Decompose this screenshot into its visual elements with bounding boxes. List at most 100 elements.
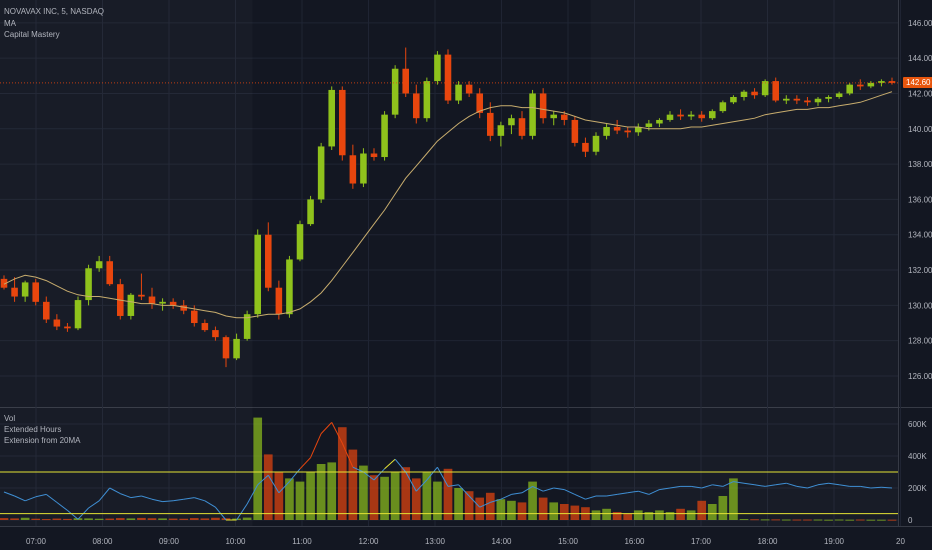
volume-bar[interactable] bbox=[179, 518, 189, 520]
volume-bar[interactable] bbox=[137, 517, 146, 520]
candle-body[interactable] bbox=[550, 114, 557, 119]
volume-bar[interactable] bbox=[52, 518, 62, 520]
candle-body[interactable] bbox=[529, 93, 536, 136]
volume-bar[interactable] bbox=[739, 519, 749, 521]
volume-bar[interactable] bbox=[877, 519, 886, 521]
candle-body[interactable] bbox=[719, 102, 727, 112]
volume-bar[interactable] bbox=[126, 518, 136, 520]
candle-body[interactable] bbox=[687, 114, 695, 117]
candle-body[interactable] bbox=[434, 54, 441, 82]
volume-bar[interactable] bbox=[496, 499, 506, 520]
candle-body[interactable] bbox=[592, 135, 600, 152]
volume-bar[interactable] bbox=[824, 519, 833, 521]
candle-body[interactable] bbox=[148, 296, 156, 304]
volume-bar[interactable] bbox=[348, 449, 358, 520]
candle-body[interactable] bbox=[666, 114, 674, 120]
volume-bar[interactable] bbox=[274, 472, 284, 520]
volume-bar[interactable] bbox=[665, 512, 675, 520]
candle-body[interactable] bbox=[0, 278, 8, 288]
volume-bar[interactable] bbox=[454, 488, 463, 520]
volume-bar[interactable] bbox=[337, 427, 347, 520]
candle-body[interactable] bbox=[645, 123, 653, 128]
candle-body[interactable] bbox=[413, 93, 420, 119]
candle-body[interactable] bbox=[106, 261, 113, 285]
volume-bar[interactable] bbox=[306, 472, 315, 520]
volume-bar[interactable] bbox=[422, 472, 432, 520]
candle-body[interactable] bbox=[159, 301, 166, 304]
candle-body[interactable] bbox=[339, 89, 346, 156]
candle-body[interactable] bbox=[349, 155, 357, 184]
volume-bar[interactable] bbox=[41, 519, 51, 521]
candle-body[interactable] bbox=[635, 127, 642, 133]
volume-bar[interactable] bbox=[380, 476, 389, 520]
candle-body[interactable] bbox=[709, 111, 716, 119]
candle-body[interactable] bbox=[730, 96, 737, 103]
volume-bar[interactable] bbox=[866, 519, 876, 521]
volume-bar[interactable] bbox=[94, 518, 104, 520]
volume-bar[interactable] bbox=[792, 519, 802, 521]
volume-bar[interactable] bbox=[781, 519, 791, 521]
candle-body[interactable] bbox=[423, 81, 431, 119]
study-label-vol[interactable]: Vol bbox=[4, 414, 16, 423]
candle-body[interactable] bbox=[846, 84, 853, 94]
study-label-extended-hours[interactable]: Extended Hours bbox=[4, 425, 62, 434]
volume-bar[interactable] bbox=[887, 519, 897, 521]
candle-body[interactable] bbox=[444, 54, 452, 101]
candle-body[interactable] bbox=[391, 68, 399, 115]
volume-bar[interactable] bbox=[31, 518, 41, 520]
volume-bar[interactable] bbox=[485, 492, 495, 520]
candle-body[interactable] bbox=[95, 261, 103, 269]
volume-bar[interactable] bbox=[105, 518, 115, 520]
volume-bar[interactable] bbox=[612, 512, 622, 520]
candle-body[interactable] bbox=[201, 323, 209, 331]
volume-bar[interactable] bbox=[10, 518, 19, 520]
volume-bar[interactable] bbox=[316, 464, 326, 520]
candle-body[interactable] bbox=[487, 112, 494, 136]
volume-bar[interactable] bbox=[295, 481, 305, 520]
candle-body[interactable] bbox=[518, 118, 526, 136]
candle-body[interactable] bbox=[180, 305, 187, 311]
volume-bar[interactable] bbox=[845, 519, 855, 521]
candle-body[interactable] bbox=[677, 114, 684, 117]
candle-body[interactable] bbox=[508, 118, 515, 126]
volume-bar[interactable] bbox=[200, 518, 210, 520]
candle-body[interactable] bbox=[804, 100, 811, 103]
volume-bar[interactable] bbox=[602, 508, 611, 520]
volume-bar[interactable] bbox=[327, 462, 337, 520]
candle-body[interactable] bbox=[370, 153, 378, 158]
candle-body[interactable] bbox=[539, 93, 547, 119]
candle-body[interactable] bbox=[656, 119, 663, 124]
volume-bar[interactable] bbox=[507, 500, 516, 520]
candle-body[interactable] bbox=[751, 91, 758, 96]
candle-body[interactable] bbox=[603, 127, 610, 136]
candle-body[interactable] bbox=[476, 93, 483, 113]
volume-bar[interactable] bbox=[263, 454, 273, 520]
volume-bar[interactable] bbox=[760, 519, 770, 521]
volume-bar[interactable] bbox=[433, 481, 442, 520]
candle-body[interactable] bbox=[127, 294, 135, 316]
candle-body[interactable] bbox=[497, 125, 505, 136]
volume-bar[interactable] bbox=[115, 518, 125, 520]
candle-body[interactable] bbox=[11, 287, 18, 297]
candle-body[interactable] bbox=[761, 81, 769, 96]
candle-body[interactable] bbox=[793, 98, 801, 101]
candle-body[interactable] bbox=[138, 294, 145, 297]
candle-body[interactable] bbox=[624, 130, 631, 133]
volume-bar[interactable] bbox=[718, 496, 728, 520]
candle-body[interactable] bbox=[254, 234, 261, 315]
candle-body[interactable] bbox=[582, 142, 589, 152]
volume-bar[interactable] bbox=[464, 491, 474, 520]
candle-body[interactable] bbox=[233, 338, 240, 359]
candle-body[interactable] bbox=[867, 82, 875, 87]
candle-body[interactable] bbox=[740, 91, 748, 97]
volume-bar[interactable] bbox=[84, 518, 93, 520]
candle-body[interactable] bbox=[74, 300, 82, 329]
candle-body[interactable] bbox=[465, 84, 473, 94]
volume-bar[interactable] bbox=[221, 518, 231, 520]
volume-bar[interactable] bbox=[20, 517, 30, 520]
volume-bar[interactable] bbox=[559, 504, 569, 520]
volume-bar[interactable] bbox=[63, 518, 72, 520]
volume-bar[interactable] bbox=[623, 513, 633, 520]
volume-bar[interactable] bbox=[697, 500, 707, 520]
candle-body[interactable] bbox=[698, 114, 705, 119]
